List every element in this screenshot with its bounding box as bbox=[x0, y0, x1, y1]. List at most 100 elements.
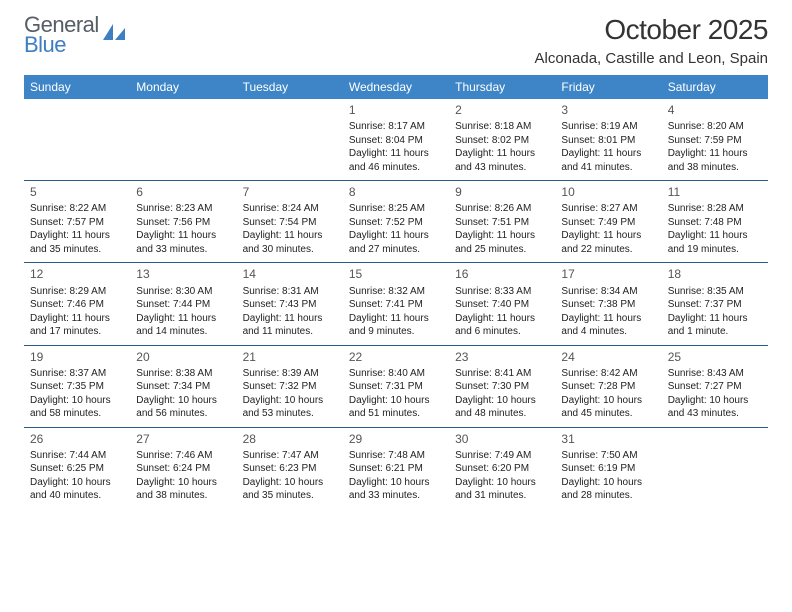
day-number: 3 bbox=[561, 102, 655, 118]
sunrise-text: Sunrise: 8:37 AM bbox=[30, 367, 124, 381]
daylight-text: Daylight: 11 hours and 19 minutes. bbox=[668, 229, 762, 256]
calendar-body: 1Sunrise: 8:17 AMSunset: 8:04 PMDaylight… bbox=[24, 99, 768, 509]
weekday-header: Thursday bbox=[449, 75, 555, 99]
sunrise-text: Sunrise: 8:17 AM bbox=[349, 120, 443, 134]
weekday-header: Tuesday bbox=[237, 75, 343, 99]
day-number: 19 bbox=[30, 349, 124, 365]
day-number: 21 bbox=[243, 349, 337, 365]
daylight-text: Daylight: 10 hours and 33 minutes. bbox=[349, 476, 443, 503]
calendar-day: 11 Sunrise: 8:28 AMSunset: 7:48 PMDayligh… bbox=[662, 181, 768, 262]
sunset-text: Sunset: 8:02 PM bbox=[455, 134, 549, 148]
calendar-day: 24Sunrise: 8:42 AMSunset: 7:28 PMDayligh… bbox=[555, 346, 661, 427]
sunset-text: Sunset: 7:48 PM bbox=[668, 216, 762, 230]
calendar-day: 21Sunrise: 8:39 AMSunset: 7:32 PMDayligh… bbox=[237, 346, 343, 427]
daylight-text: Daylight: 10 hours and 38 minutes. bbox=[136, 476, 230, 503]
sunset-text: Sunset: 7:30 PM bbox=[455, 380, 549, 394]
calendar-day: 25Sunrise: 8:43 AMSunset: 7:27 PMDayligh… bbox=[662, 346, 768, 427]
daylight-text: Daylight: 11 hours and 14 minutes. bbox=[136, 312, 230, 339]
sunrise-text: Sunrise: 8:40 AM bbox=[349, 367, 443, 381]
daylight-text: Daylight: 10 hours and 40 minutes. bbox=[30, 476, 124, 503]
daylight-text: Daylight: 10 hours and 31 minutes. bbox=[455, 476, 549, 503]
calendar-day: 6Sunrise: 8:23 AMSunset: 7:56 PMDaylight… bbox=[130, 181, 236, 262]
calendar-day: 31Sunrise: 7:50 AMSunset: 6:19 PMDayligh… bbox=[555, 428, 661, 509]
sunrise-text: Sunrise: 8:28 AM bbox=[668, 202, 762, 216]
sunrise-text: Sunrise: 8:18 AM bbox=[455, 120, 549, 134]
sunrise-text: Sunrise: 8:30 AM bbox=[136, 285, 230, 299]
weekday-header: Monday bbox=[130, 75, 236, 99]
day-number: 29 bbox=[349, 431, 443, 447]
calendar-day: 12Sunrise: 8:29 AMSunset: 7:46 PMDayligh… bbox=[24, 263, 130, 344]
day-number: 1 bbox=[349, 102, 443, 118]
sail-icon bbox=[101, 22, 127, 47]
page-title: October 2025 bbox=[535, 14, 769, 46]
sunrise-text: Sunrise: 8:19 AM bbox=[561, 120, 655, 134]
weekday-header: Wednesday bbox=[343, 75, 449, 99]
daylight-text: Daylight: 10 hours and 43 minutes. bbox=[668, 394, 762, 421]
sunset-text: Sunset: 7:35 PM bbox=[30, 380, 124, 394]
daylight-text: Daylight: 11 hours and 27 minutes. bbox=[349, 229, 443, 256]
calendar-day-empty bbox=[130, 99, 236, 180]
day-number: 26 bbox=[30, 431, 124, 447]
day-number: 16 bbox=[455, 266, 549, 282]
calendar-header-row: Sunday Monday Tuesday Wednesday Thursday… bbox=[24, 75, 768, 99]
sunset-text: Sunset: 7:41 PM bbox=[349, 298, 443, 312]
daylight-text: Daylight: 10 hours and 28 minutes. bbox=[561, 476, 655, 503]
sunset-text: Sunset: 7:46 PM bbox=[30, 298, 124, 312]
calendar-day: 23Sunrise: 8:41 AMSunset: 7:30 PMDayligh… bbox=[449, 346, 555, 427]
day-number: 9 bbox=[455, 184, 549, 200]
calendar-day-empty bbox=[662, 428, 768, 509]
calendar-day-empty bbox=[237, 99, 343, 180]
weekday-header: Sunday bbox=[24, 75, 130, 99]
sunset-text: Sunset: 8:01 PM bbox=[561, 134, 655, 148]
calendar-day: 20Sunrise: 8:38 AMSunset: 7:34 PMDayligh… bbox=[130, 346, 236, 427]
sunset-text: Sunset: 6:20 PM bbox=[455, 462, 549, 476]
sunset-text: Sunset: 7:56 PM bbox=[136, 216, 230, 230]
daylight-text: Daylight: 11 hours and 11 minutes. bbox=[243, 312, 337, 339]
day-number: 20 bbox=[136, 349, 230, 365]
sunset-text: Sunset: 6:21 PM bbox=[349, 462, 443, 476]
daylight-text: Daylight: 11 hours and 41 minutes. bbox=[561, 147, 655, 174]
daylight-text: Daylight: 11 hours and 43 minutes. bbox=[455, 147, 549, 174]
daylight-text: Daylight: 10 hours and 48 minutes. bbox=[455, 394, 549, 421]
daylight-text: Daylight: 10 hours and 35 minutes. bbox=[243, 476, 337, 503]
sunrise-text: Sunrise: 7:49 AM bbox=[455, 449, 549, 463]
sunrise-text: Sunrise: 8:38 AM bbox=[136, 367, 230, 381]
day-number: 6 bbox=[136, 184, 230, 200]
sunset-text: Sunset: 7:43 PM bbox=[243, 298, 337, 312]
calendar-page: General Blue October 2025 Alconada, Cast… bbox=[0, 0, 792, 519]
calendar-day: 4Sunrise: 8:20 AMSunset: 7:59 PMDaylight… bbox=[662, 99, 768, 180]
daylight-text: Daylight: 11 hours and 25 minutes. bbox=[455, 229, 549, 256]
sunset-text: Sunset: 8:04 PM bbox=[349, 134, 443, 148]
day-number: 8 bbox=[349, 184, 443, 200]
sunset-text: Sunset: 7:51 PM bbox=[455, 216, 549, 230]
sunrise-text: Sunrise: 8:31 AM bbox=[243, 285, 337, 299]
day-number: 13 bbox=[136, 266, 230, 282]
weekday-header: Saturday bbox=[662, 75, 768, 99]
calendar-day: 18Sunrise: 8:35 AMSunset: 7:37 PMDayligh… bbox=[662, 263, 768, 344]
weekday-header: Friday bbox=[555, 75, 661, 99]
sunrise-text: Sunrise: 8:41 AM bbox=[455, 367, 549, 381]
day-number: 11 bbox=[668, 184, 762, 200]
sunset-text: Sunset: 6:24 PM bbox=[136, 462, 230, 476]
sunset-text: Sunset: 7:27 PM bbox=[668, 380, 762, 394]
sunrise-text: Sunrise: 8:33 AM bbox=[455, 285, 549, 299]
calendar-day: 17Sunrise: 8:34 AMSunset: 7:38 PMDayligh… bbox=[555, 263, 661, 344]
calendar-day: 8Sunrise: 8:25 AMSunset: 7:52 PMDaylight… bbox=[343, 181, 449, 262]
sunrise-text: Sunrise: 8:24 AM bbox=[243, 202, 337, 216]
day-number: 27 bbox=[136, 431, 230, 447]
sunrise-text: Sunrise: 8:35 AM bbox=[668, 285, 762, 299]
sunset-text: Sunset: 6:19 PM bbox=[561, 462, 655, 476]
day-number: 12 bbox=[30, 266, 124, 282]
calendar-day: 1 Sunrise: 8:17 AMSunset: 8:04 PMDaylight… bbox=[343, 99, 449, 180]
location-text: Alconada, Castille and Leon, Spain bbox=[535, 50, 769, 67]
calendar-week: 1Sunrise: 8:17 AMSunset: 8:04 PMDaylight… bbox=[24, 99, 768, 181]
daylight-text: Daylight: 11 hours and 46 minutes. bbox=[349, 147, 443, 174]
calendar-day: 2Sunrise: 8:18 AMSunset: 8:02 PMDaylight… bbox=[449, 99, 555, 180]
day-number: 25 bbox=[668, 349, 762, 365]
sunrise-text: Sunrise: 8:22 AM bbox=[30, 202, 124, 216]
sunset-text: Sunset: 7:37 PM bbox=[668, 298, 762, 312]
daylight-text: Daylight: 11 hours and 33 minutes. bbox=[136, 229, 230, 256]
calendar-day: 13Sunrise: 8:30 AMSunset: 7:44 PMDayligh… bbox=[130, 263, 236, 344]
daylight-text: Daylight: 11 hours and 17 minutes. bbox=[30, 312, 124, 339]
calendar-week: 19 Sunrise: 8:37 AMSunset: 7:35 PM Dayligh… bbox=[24, 346, 768, 428]
